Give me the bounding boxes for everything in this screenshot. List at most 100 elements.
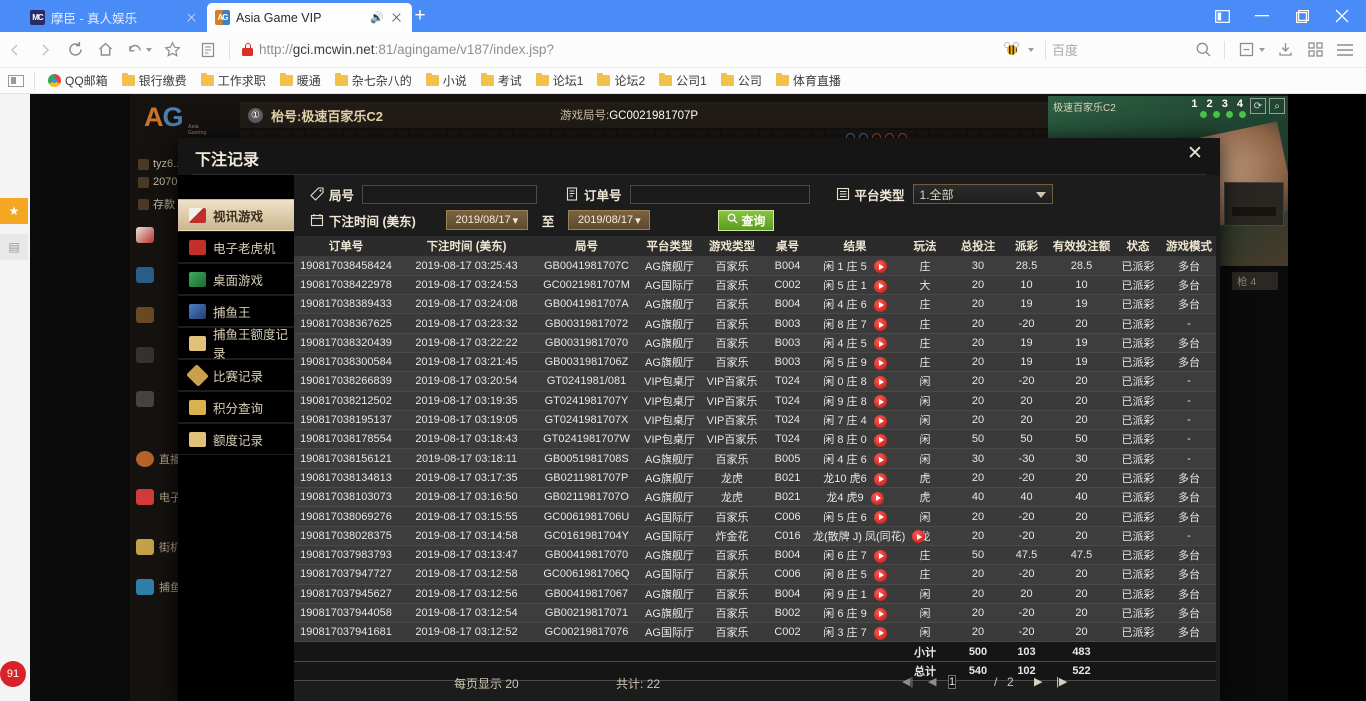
play-icon[interactable]	[873, 453, 887, 467]
play-icon[interactable]	[873, 337, 887, 351]
new-tab-button[interactable]: +	[414, 5, 426, 26]
play-icon[interactable]	[873, 298, 887, 312]
bookmark-item[interactable]: 杂七杂八的	[328, 71, 419, 91]
table-row[interactable]: 190817038195137 2019-08-17 03:19:05 GT0241…	[294, 410, 1216, 431]
table-row[interactable]: 190817038134813 2019-08-17 03:17:35 GB0211…	[294, 468, 1216, 489]
refresh-icon[interactable]: ⟳	[1250, 98, 1266, 114]
minimize-icon[interactable]	[1242, 0, 1282, 32]
game-menu-live[interactable]	[136, 220, 232, 250]
play-icon[interactable]	[873, 356, 887, 370]
back-icon[interactable]	[0, 35, 30, 65]
play-icon[interactable]	[873, 279, 887, 293]
maximize-icon[interactable]	[1282, 0, 1322, 32]
bookmark-item[interactable]: 论坛1	[529, 71, 591, 91]
bookmark-item[interactable]: 体育直播	[769, 71, 848, 91]
table-row[interactable]: 190817038069276 2019-08-17 03:15:55 GC0061…	[294, 506, 1216, 527]
sidebar-toggle-icon[interactable]	[8, 74, 24, 87]
table-row[interactable]: 190817038178554 2019-08-17 03:18:43 GT0241…	[294, 429, 1216, 450]
order-number-input[interactable]	[629, 184, 810, 204]
address-bar[interactable]: http://gci.mcwin.net:81/agingame/v187/in…	[242, 37, 997, 63]
last-page-icon[interactable]: |▶	[1056, 676, 1068, 688]
bookmark-item[interactable]: 公司1	[652, 71, 714, 91]
notification-badge[interactable]: 91	[0, 661, 26, 687]
table-row[interactable]: 190817038422978 2019-08-17 03:24:53 GC0021…	[294, 275, 1216, 296]
play-icon[interactable]	[873, 414, 887, 428]
home-icon[interactable]	[90, 35, 120, 65]
bookmark-item[interactable]: 暖通	[273, 71, 328, 91]
close-icon[interactable]: ✕	[1187, 143, 1203, 164]
game-menu-fishing[interactable]: 捕鱼	[136, 572, 232, 602]
table-row[interactable]: 190817037941681 2019-08-17 03:12:52 GC0021…	[294, 622, 1216, 643]
chevron-down-icon[interactable]	[146, 47, 152, 52]
date-from-picker[interactable]: 2019/08/17 ▾	[445, 210, 528, 230]
history-icon[interactable]	[120, 35, 150, 65]
game-menu-group-4[interactable]	[136, 384, 232, 414]
first-page-icon[interactable]: ◀|	[902, 676, 914, 688]
table-row[interactable]: 190817037945627 2019-08-17 03:12:56 GB0041…	[294, 584, 1216, 604]
search-icon[interactable]: ⌕	[1269, 98, 1285, 114]
search-bar[interactable]: 百度	[1003, 37, 1188, 63]
query-button[interactable]: 查询	[718, 209, 775, 231]
table-row[interactable]: 190817038320439 2019-08-17 03:22:22 GB0031…	[294, 333, 1216, 353]
bookmark-star-icon[interactable]	[157, 35, 187, 65]
restore-panel-icon[interactable]	[1202, 0, 1242, 32]
game-menu-group-2[interactable]	[136, 300, 232, 330]
game-menu-arcade[interactable]: 街机	[136, 532, 232, 562]
table-row[interactable]: 190817038367625 2019-08-17 03:23:32 GB0031…	[294, 313, 1216, 334]
page-input[interactable]: 1	[948, 674, 957, 690]
sidebar-item-fishing-credit[interactable]: 捕鱼王额度记录	[178, 327, 294, 361]
table-row[interactable]: 190817038458424 2019-08-17 03:25:43 GB0041…	[294, 256, 1216, 276]
sidebar-item-points-query[interactable]: 积分查询	[178, 391, 294, 423]
bookmark-item[interactable]: 论坛2	[590, 71, 652, 91]
platform-type-select[interactable]: 1.全部	[912, 184, 1053, 204]
browser-tab-1[interactable]: MC 摩臣 - 真人娱乐	[22, 3, 207, 32]
speaker-icon[interactable]: 🔊	[370, 12, 384, 24]
sidebar-item-table-games[interactable]: 桌面游戏	[178, 263, 294, 295]
table-row[interactable]: 190817038156121 2019-08-17 03:18:11 GB0051…	[294, 448, 1216, 469]
play-icon[interactable]	[873, 626, 887, 640]
bookmark-item[interactable]: 考试	[474, 71, 529, 91]
play-icon[interactable]	[873, 318, 887, 332]
sidebar-item-slots[interactable]: 电子老虎机	[178, 231, 294, 263]
sidebar-item-match-records[interactable]: 比赛记录	[178, 359, 294, 391]
game-menu-live-2[interactable]: 直播	[136, 444, 232, 474]
table-row[interactable]: 190817038266839 2019-08-17 03:20:54 GT0241…	[294, 371, 1216, 392]
chevron-down-icon[interactable]	[1259, 47, 1265, 52]
table-row[interactable]: 190817038389433 2019-08-17 03:24:08 GB0041…	[294, 294, 1216, 315]
reload-icon[interactable]	[60, 35, 90, 65]
side-tab-favorites[interactable]: ★	[0, 198, 28, 224]
table-row[interactable]: 190817038028375 2019-08-17 03:14:58 GC0161…	[294, 526, 1216, 546]
apps-grid-icon[interactable]	[1300, 35, 1330, 65]
screenshot-icon[interactable]	[1231, 35, 1261, 65]
play-icon[interactable]	[873, 588, 887, 602]
download-icon[interactable]	[1270, 35, 1300, 65]
play-icon[interactable]	[873, 433, 887, 447]
table-row[interactable]: 190817038212502 2019-08-17 03:19:35 GT0241…	[294, 391, 1216, 411]
table-row[interactable]: 190817038103073 2019-08-17 03:16:50 GB0211…	[294, 487, 1216, 508]
search-input[interactable]: 百度	[1051, 43, 1078, 58]
play-icon[interactable]	[873, 549, 887, 563]
bookmark-item[interactable]: 小说	[419, 71, 474, 91]
sidebar-item-live-games[interactable]: 视讯游戏	[178, 199, 305, 231]
deposit-row[interactable]: 存款	[138, 196, 175, 212]
game-menu-group-3[interactable]	[136, 340, 232, 370]
table-row[interactable]: 190817037983793 2019-08-17 03:13:47 GB0041…	[294, 545, 1216, 566]
play-icon[interactable]	[873, 260, 887, 274]
reader-mode-icon[interactable]	[193, 35, 223, 65]
play-icon[interactable]	[873, 568, 887, 582]
window-close-icon[interactable]	[1322, 0, 1362, 32]
table-row[interactable]: 190817037944058 2019-08-17 03:12:54 GB0021…	[294, 603, 1216, 624]
table-row[interactable]: 190817037947727 2019-08-17 03:12:58 GC0061…	[294, 564, 1216, 585]
play-icon[interactable]	[873, 472, 887, 486]
browser-tab-2[interactable]: AG Asia Game VIP 🔊	[207, 3, 412, 32]
play-icon[interactable]	[873, 376, 887, 390]
play-icon[interactable]	[873, 511, 887, 525]
date-to-picker[interactable]: 2019/08/17 ▾	[568, 210, 651, 230]
next-page-icon[interactable]: ▶	[1034, 676, 1043, 688]
menu-icon[interactable]	[1330, 35, 1360, 65]
side-tab-notes[interactable]: ▤	[0, 234, 28, 260]
table-row[interactable]: 190817038300584 2019-08-17 03:21:45 GB0031…	[294, 352, 1216, 373]
bookmark-item[interactable]: 银行缴费	[115, 71, 194, 91]
forward-icon[interactable]	[30, 35, 60, 65]
game-menu-slots[interactable]: 电子	[136, 482, 232, 512]
